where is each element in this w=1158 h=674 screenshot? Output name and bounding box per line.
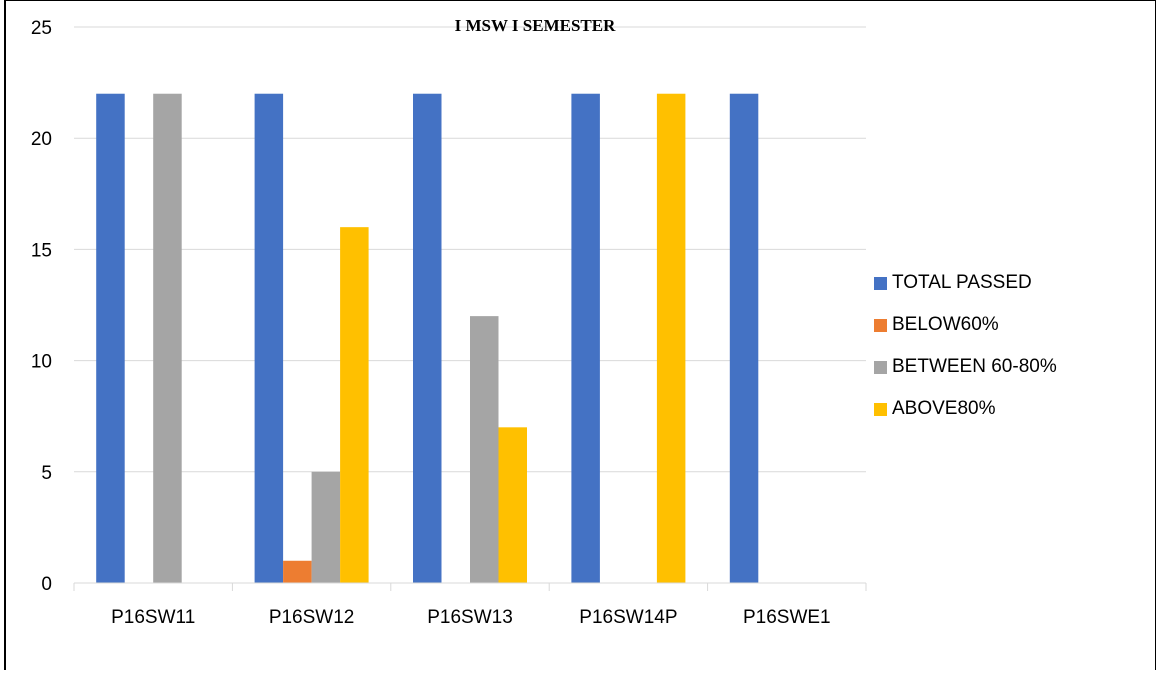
bar-p16sw12-series-3 [340, 227, 369, 583]
y-tick-label: 0 [41, 574, 52, 595]
x-tick-label: P16SW11 [111, 607, 195, 628]
bar-p16sw14p-series-3 [656, 93, 686, 583]
chart-title: I MSW I SEMESTER [455, 16, 616, 35]
bar-p16sw12-series-2 [311, 471, 341, 583]
legend-swatch [874, 402, 887, 416]
bar-p16sw13-series-3 [498, 427, 527, 583]
legend-item: BELOW60% [874, 304, 1057, 346]
legend-item: BETWEEN 60-80% [874, 346, 1057, 388]
bar-p16sw13-series-2 [470, 316, 499, 583]
x-tick-label: P16SW14P [579, 607, 677, 628]
legend-item: ABOVE80% [874, 388, 1057, 430]
legend-item: TOTAL PASSED [874, 262, 1057, 304]
legend-label: ABOVE80% [892, 398, 996, 419]
bar-p16sw12-series-1 [283, 560, 312, 583]
legend-swatch [874, 360, 887, 374]
y-tick-label: 25 [31, 18, 52, 39]
bar-p16sw11-series-2 [153, 93, 182, 583]
bar-p16sw13-series-0 [413, 93, 442, 583]
y-tick-label: 5 [41, 463, 52, 484]
legend-label: BELOW60% [892, 314, 999, 335]
y-tick-labels: 0 5 10 15 20 25 [31, 18, 52, 595]
bar-p16sw14p-series-0 [571, 93, 600, 583]
bar-p16sw12-series-0 [254, 93, 284, 583]
x-tick-labels: P16SW11 P16SW12 P16SW13 P16SW14P P16SWE1 [111, 607, 830, 628]
legend-label: TOTAL PASSED [892, 272, 1032, 293]
x-tick-label: P16SW13 [427, 607, 513, 628]
legend-swatch [874, 318, 887, 332]
legend: TOTAL PASSED BELOW60% BETWEEN 60-80% ABOVE8… [874, 262, 1057, 430]
legend-swatch [874, 276, 887, 290]
y-tick-label: 15 [31, 240, 52, 261]
axes [73, 582, 867, 591]
bar-p16sw11-series-0 [96, 93, 125, 583]
chart-frame [4, 0, 1156, 670]
y-tick-label: 20 [31, 129, 52, 150]
x-tick-label: P16SW12 [269, 607, 355, 628]
bar-p16swe1-series-0 [729, 93, 759, 583]
legend-label: BETWEEN 60-80% [892, 356, 1057, 377]
bars [96, 93, 759, 583]
x-tick-label: P16SWE1 [743, 607, 831, 628]
y-tick-label: 10 [31, 352, 52, 373]
